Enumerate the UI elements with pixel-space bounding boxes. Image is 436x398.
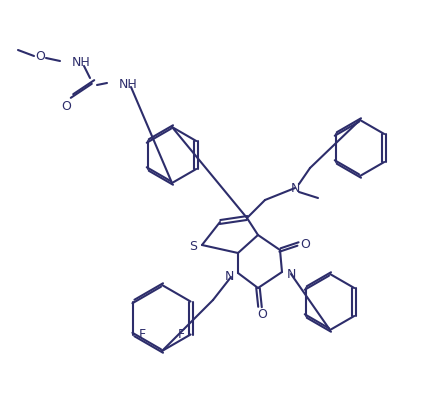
Text: O: O [300,238,310,250]
Text: O: O [61,100,71,113]
Text: O: O [35,49,45,62]
Text: F: F [178,328,185,341]
Text: F: F [139,328,146,341]
Text: NH: NH [119,78,138,92]
Text: S: S [189,240,197,254]
Text: NH: NH [72,57,91,70]
Text: N: N [224,269,234,283]
Text: N: N [286,267,296,281]
Text: O: O [257,308,267,322]
Text: N: N [290,181,300,195]
